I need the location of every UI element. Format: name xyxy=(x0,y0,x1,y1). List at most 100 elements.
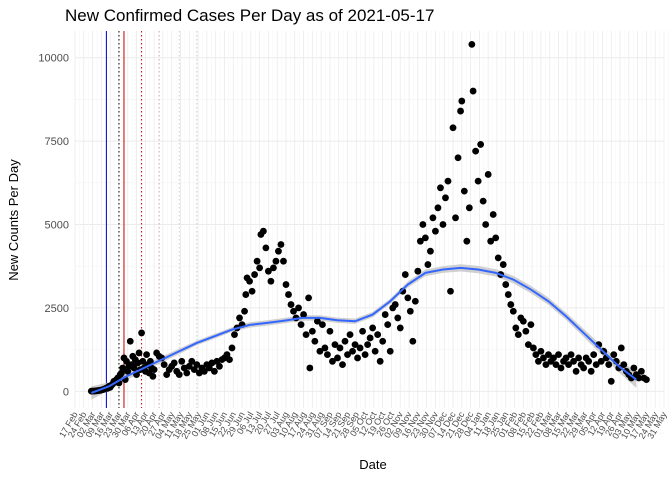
data-point xyxy=(228,344,236,352)
data-point xyxy=(262,244,270,252)
data-point xyxy=(282,281,290,288)
data-point xyxy=(272,257,280,265)
data-point xyxy=(305,294,312,302)
data-point xyxy=(175,371,183,379)
data-point xyxy=(369,324,377,332)
event-lines xyxy=(105,31,198,408)
data-point xyxy=(123,357,130,365)
smooth-curve xyxy=(90,266,637,394)
data-point xyxy=(216,362,223,370)
data-point xyxy=(401,271,409,278)
data-point xyxy=(414,267,422,275)
data-point xyxy=(381,311,389,318)
data-point xyxy=(326,327,334,335)
data-point xyxy=(458,97,466,105)
data-point xyxy=(477,141,485,148)
data-point xyxy=(605,361,613,369)
chart-title: New Confirmed Cases Per Day as of 2021-0… xyxy=(65,6,434,25)
data-point xyxy=(297,321,305,328)
data-point xyxy=(300,311,307,318)
data-point xyxy=(349,347,356,355)
data-point xyxy=(592,361,600,369)
data-point xyxy=(617,344,625,352)
data-point xyxy=(465,204,473,212)
data-point xyxy=(502,281,510,288)
data-point xyxy=(139,357,147,365)
smooth-line xyxy=(90,266,637,394)
data-point xyxy=(226,356,233,364)
data-point xyxy=(643,376,650,384)
data-point xyxy=(575,354,583,362)
data-point xyxy=(188,357,196,365)
data-point xyxy=(160,361,168,369)
data-point xyxy=(514,331,522,339)
data-point xyxy=(359,327,366,335)
data-point xyxy=(331,341,339,349)
data-point xyxy=(341,337,349,345)
data-point xyxy=(444,177,452,185)
data-point xyxy=(135,349,143,357)
data-point xyxy=(242,291,250,298)
grid xyxy=(74,31,669,434)
data-point xyxy=(532,351,540,359)
data-point xyxy=(251,271,258,278)
data-point xyxy=(351,341,359,349)
data-point xyxy=(555,351,562,359)
data-point xyxy=(384,321,392,328)
data-point xyxy=(406,307,414,315)
data-point xyxy=(630,364,638,372)
data-point xyxy=(119,364,127,372)
data-point xyxy=(424,261,432,268)
data-point xyxy=(248,287,256,295)
data-point xyxy=(419,221,427,228)
data-point xyxy=(146,357,154,365)
data-point xyxy=(524,341,532,349)
data-point xyxy=(319,321,326,328)
data-point xyxy=(200,367,208,375)
data-point xyxy=(275,247,282,255)
data-point xyxy=(270,264,277,272)
data-point xyxy=(507,301,515,308)
data-point xyxy=(366,334,374,342)
data-point xyxy=(494,254,502,262)
data-point xyxy=(361,351,369,359)
data-point xyxy=(308,327,316,335)
data-point xyxy=(550,354,557,362)
data-point xyxy=(302,331,310,339)
data-point xyxy=(246,277,253,285)
data-point xyxy=(231,331,238,339)
data-point xyxy=(267,277,275,285)
data-point xyxy=(316,347,324,355)
data-point xyxy=(545,351,552,359)
data-point xyxy=(211,367,218,375)
data-point xyxy=(241,307,248,315)
data-point xyxy=(597,357,605,365)
data-point xyxy=(635,374,643,382)
y-tick-label: 5000 xyxy=(45,220,69,232)
data-point xyxy=(183,369,191,377)
data-point xyxy=(354,354,361,362)
data-point xyxy=(374,331,382,339)
data-point xyxy=(474,177,482,185)
data-point xyxy=(376,357,384,365)
data-point xyxy=(469,87,477,95)
data-point xyxy=(290,307,297,315)
data-point xyxy=(527,321,535,328)
data-point xyxy=(620,361,628,369)
data-point xyxy=(259,227,267,235)
data-point xyxy=(416,237,424,245)
data-point xyxy=(185,362,193,370)
data-point xyxy=(587,367,595,375)
data-point xyxy=(482,221,490,228)
data-point xyxy=(585,357,593,365)
data-point xyxy=(311,337,319,345)
data-point xyxy=(557,364,565,372)
data-point xyxy=(449,124,457,132)
data-point xyxy=(163,371,171,379)
data-point xyxy=(580,364,588,372)
y-axis-title: New Counts Per Day xyxy=(6,159,21,281)
data-point xyxy=(143,351,150,359)
data-point xyxy=(256,264,264,272)
data-point xyxy=(492,234,500,242)
data-point xyxy=(542,361,550,369)
